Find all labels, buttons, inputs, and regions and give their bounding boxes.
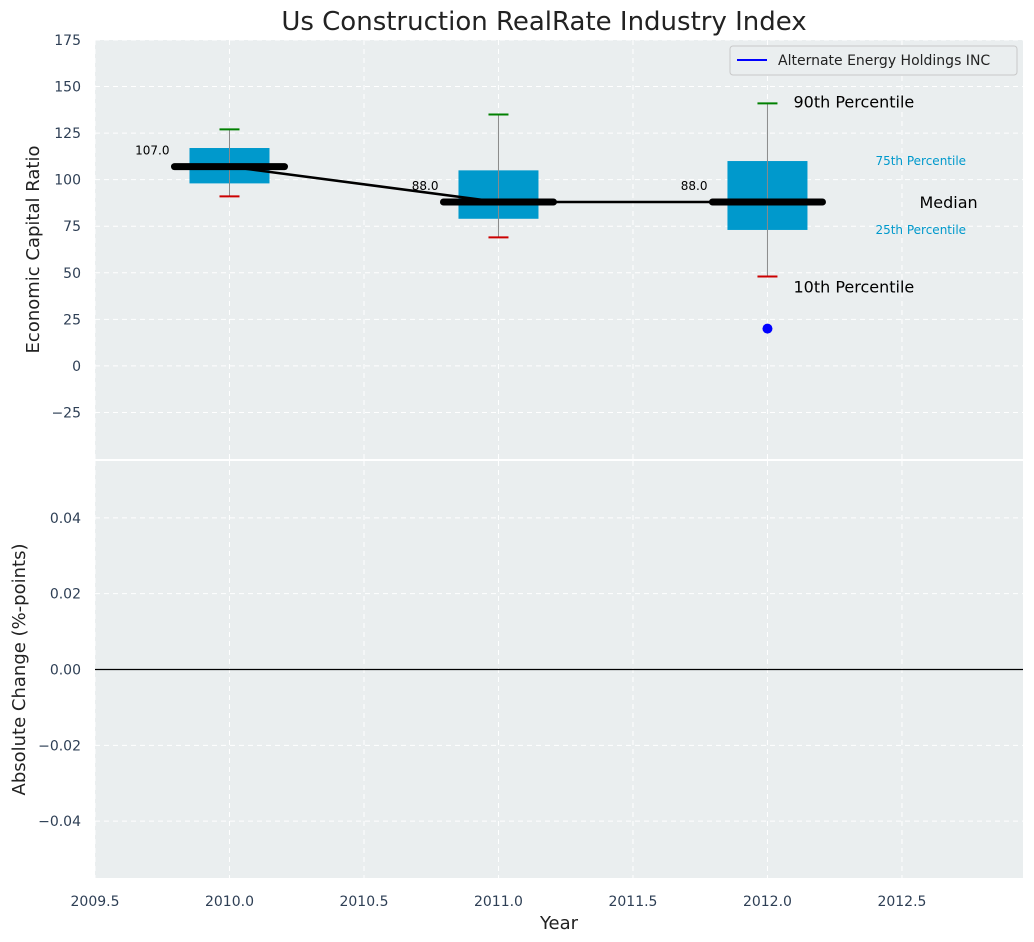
annotation-p10: 10th Percentile xyxy=(793,278,914,297)
top-panel: −25 0 25 50 75 100 125 150 175 107.0 88.0 88.0 90th … xyxy=(51,33,1023,459)
x-tick-label: 2011.0 xyxy=(474,894,523,910)
x-tick-label: 2010.0 xyxy=(205,894,254,910)
top-plot-area xyxy=(95,40,1023,459)
annotation-p90: 90th Percentile xyxy=(793,92,914,111)
bottom-y-tick-label: −0.04 xyxy=(38,814,81,830)
top-y-axis-label: Economic Capital Ratio xyxy=(23,146,44,354)
bottom-y-tick-label: −0.02 xyxy=(38,738,81,754)
median-value-label: 88.0 xyxy=(412,179,439,193)
legend: Alternate Energy Holdings INC xyxy=(729,45,1018,76)
x-tick-label: 2010.5 xyxy=(339,894,388,910)
bottom-panel: 2009.5 2010.0 2010.5 2011.0 2011.5 2012.0 2012… xyxy=(38,461,1023,910)
top-y-tick-label: 125 xyxy=(54,126,81,142)
top-y-tick-label: 75 xyxy=(63,219,81,235)
top-y-tick-label: 25 xyxy=(63,312,81,328)
top-y-tick-label: −25 xyxy=(51,405,81,421)
x-tick-label: 2011.5 xyxy=(608,894,657,910)
bottom-y-axis-label: Absolute Change (%-points) xyxy=(9,544,30,796)
top-y-tick-label: 50 xyxy=(63,266,81,282)
top-y-tick-label: 150 xyxy=(54,80,81,96)
x-tick-label: 2012.0 xyxy=(743,894,792,910)
top-y-tick-label: 175 xyxy=(54,33,81,49)
x-tick-label: 2009.5 xyxy=(71,894,120,910)
annotation-median: Median xyxy=(919,193,977,212)
company-point xyxy=(762,323,773,334)
bottom-y-tick-label: 0.02 xyxy=(50,587,81,603)
top-y-tick-label: 100 xyxy=(54,173,81,189)
annotation-p25: 25th Percentile xyxy=(875,223,966,237)
bottom-y-tick-label: 0.04 xyxy=(50,511,81,527)
x-tick-label: 2012.5 xyxy=(877,894,926,910)
median-value-label: 88.0 xyxy=(681,179,708,193)
bottom-y-tick-label: 0.00 xyxy=(50,663,81,679)
x-axis-label: Year xyxy=(539,913,579,934)
chart-title: Us Construction RealRate Industry Index xyxy=(281,7,806,37)
median-value-label: 107.0 xyxy=(135,144,169,158)
annotation-p75: 75th Percentile xyxy=(875,154,966,168)
top-y-tick-label: 0 xyxy=(72,359,81,375)
legend-entry: Alternate Energy Holdings INC xyxy=(778,53,990,69)
legend-box xyxy=(729,45,1018,76)
